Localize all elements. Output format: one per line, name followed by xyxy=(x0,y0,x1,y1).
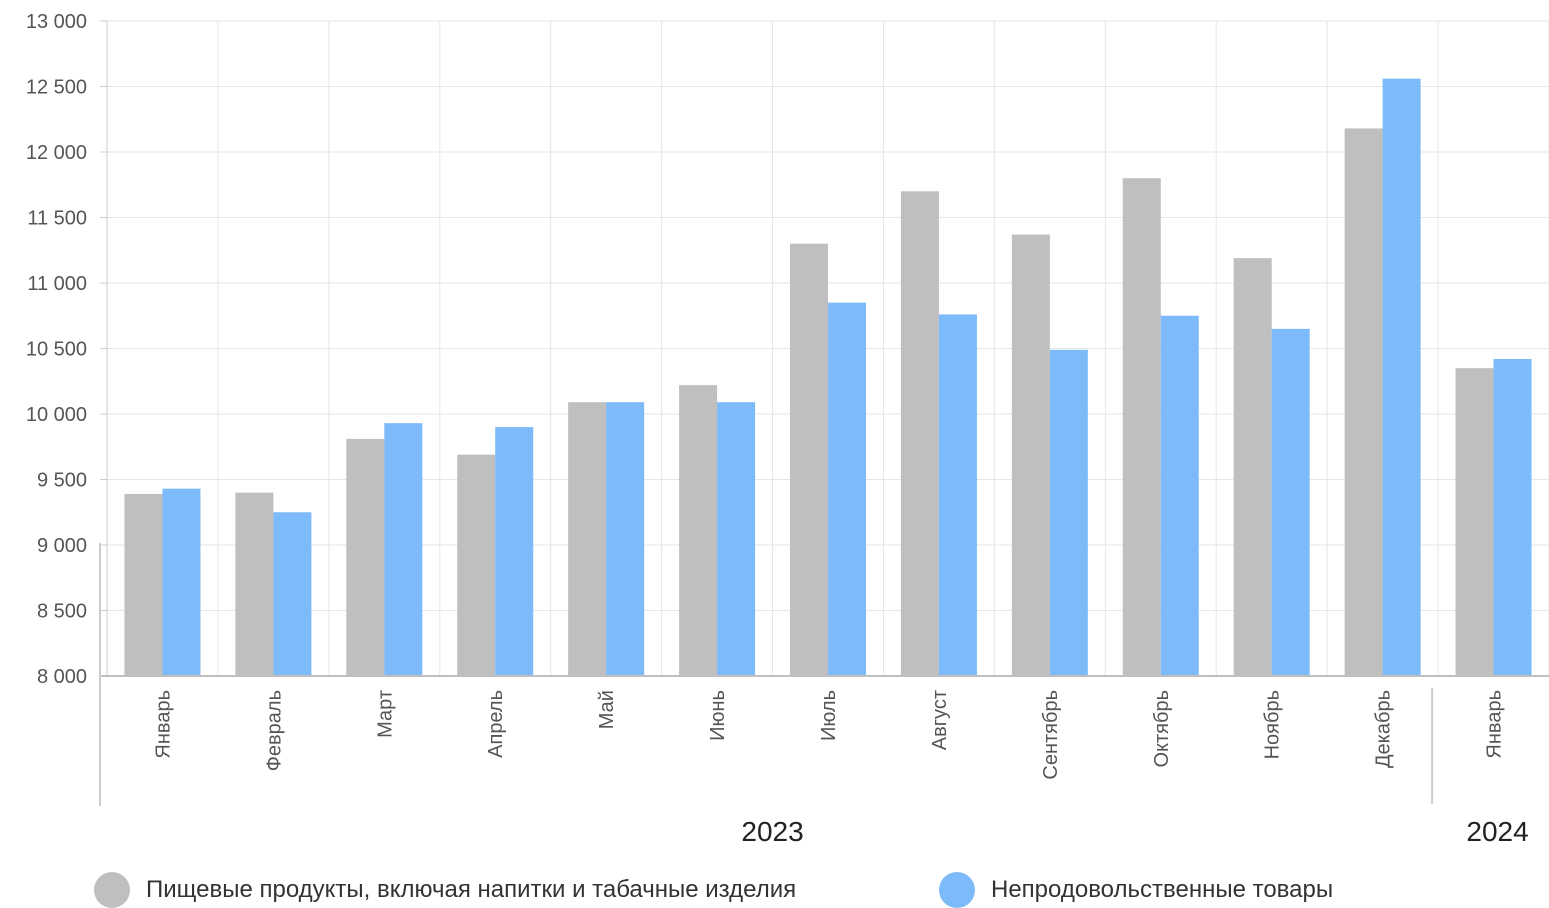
bar-chart: 8 000 8 500 9 000 9 500 10 000 10 500 11 000 11… xyxy=(26,11,1549,847)
y-tick-label: 9 500 xyxy=(37,470,87,492)
x-tick-label: Сентябрь xyxy=(1040,690,1062,780)
y-tick-label: 12 500 xyxy=(26,77,87,99)
x-tick-label: Март xyxy=(374,690,396,738)
year-label-2024: 2024 xyxy=(1466,816,1528,847)
legend-swatch-food xyxy=(94,872,130,908)
bar-food-4 xyxy=(457,454,496,676)
y-tick-label: 11 500 xyxy=(27,208,87,230)
x-tick-label: Январь xyxy=(1484,690,1506,759)
legend-item-food[interactable]: Пищевые продукты, включая напитки и таба… xyxy=(94,872,796,908)
bar-nonfood-3 xyxy=(384,423,423,676)
bar-nonfood-7 xyxy=(828,302,866,676)
bar-food-1 xyxy=(124,493,163,676)
bar-nonfood-2 xyxy=(273,512,312,676)
bar-food-8 xyxy=(900,191,939,677)
bar-food-6 xyxy=(679,385,718,676)
bar-nonfood-5 xyxy=(606,402,645,676)
bar-nonfood-6 xyxy=(717,402,756,676)
bar-nonfood-12 xyxy=(1382,78,1421,676)
y-tick-label: 8 000 xyxy=(37,666,87,688)
year-label-2023: 2023 xyxy=(741,816,803,847)
bar-nonfood-8 xyxy=(938,314,977,676)
bar-food-10 xyxy=(1122,178,1161,676)
bar-food-9 xyxy=(1011,234,1050,676)
x-tick-label: Февраль xyxy=(263,690,285,771)
legend-item-nonfood[interactable]: Непродовольственные товары xyxy=(939,872,1333,908)
bar-nonfood-10 xyxy=(1160,315,1199,676)
x-tick-label: Май xyxy=(596,690,618,729)
bar-food-5 xyxy=(568,402,607,676)
bar-food-12 xyxy=(1344,128,1383,677)
y-tick-label: 10 000 xyxy=(26,404,87,426)
y-tick-label: 8 500 xyxy=(37,601,87,623)
legend-label-food: Пищевые продукты, включая напитки и таба… xyxy=(146,876,797,903)
y-tick-label: 13 000 xyxy=(26,11,87,33)
bar-food-3 xyxy=(346,438,385,676)
x-tick-label: Август xyxy=(929,690,951,750)
legend-swatch-nonfood xyxy=(939,872,975,908)
y-tick-label: 12 000 xyxy=(26,142,87,164)
legend: Пищевые продукты, включая напитки и таба… xyxy=(0,870,1549,908)
bar-nonfood-13 xyxy=(1493,358,1532,676)
bar-food-7 xyxy=(790,243,828,676)
bar-food-2 xyxy=(235,492,274,676)
x-tick-label: Декабрь xyxy=(1373,690,1395,768)
y-tick-label: 11 000 xyxy=(27,273,87,295)
x-tick-label: Ноябрь xyxy=(1262,690,1284,759)
x-tick-label: Январь xyxy=(152,690,174,759)
y-tick-label: 10 500 xyxy=(26,339,87,361)
y-tick-label: 9 000 xyxy=(37,535,87,557)
bar-nonfood-11 xyxy=(1271,328,1310,676)
bar-nonfood-1 xyxy=(162,488,201,676)
x-tick-label: Октябрь xyxy=(1151,690,1173,768)
x-tick-label: Июль xyxy=(818,690,840,741)
bar-nonfood-9 xyxy=(1049,349,1088,676)
bar-food-11 xyxy=(1233,258,1272,676)
legend-label-nonfood: Непродовольственные товары xyxy=(991,876,1334,903)
x-tick-label: Июнь xyxy=(707,690,729,741)
x-tick-label: Апрель xyxy=(485,690,507,758)
bar-food-13 xyxy=(1455,368,1494,676)
bar-nonfood-4 xyxy=(495,427,534,676)
